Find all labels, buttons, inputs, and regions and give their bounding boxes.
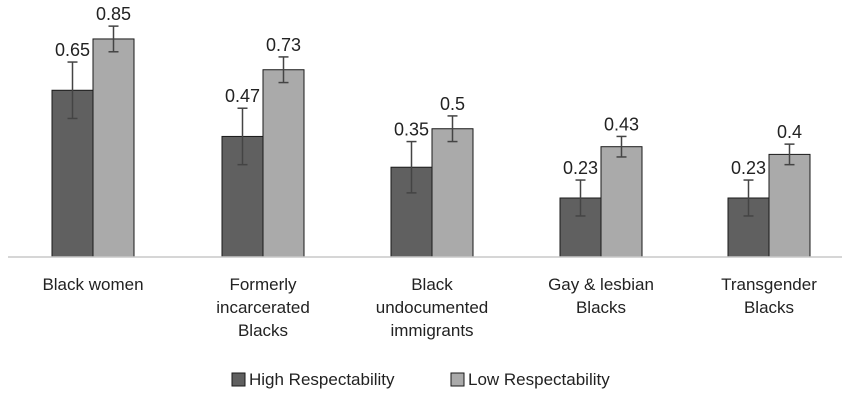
category-label-0: Black women: [42, 275, 143, 294]
error-bar-low-3: [616, 135, 627, 158]
bar-low-1: [262, 69, 305, 258]
category-labels-layer: Black women Formerly incarcerated Blacks Bla…: [42, 275, 817, 340]
legend-label-low: Low Respectability: [468, 370, 610, 389]
error-bar-high-2: [406, 140, 417, 194]
bar-low-3: [600, 146, 643, 258]
legend-item-low: Low Respectability: [450, 370, 610, 389]
legend-label-high: High Respectability: [249, 370, 395, 389]
legend-swatch-low: [450, 372, 465, 387]
bar-low-2: [431, 128, 474, 258]
value-label-high-2: 0.35: [394, 120, 429, 140]
category-label-4: Transgender Blacks: [721, 275, 817, 317]
error-bar-low-0: [108, 25, 119, 53]
category-label-3: Gay & lesbian Blacks: [548, 275, 654, 317]
bar-low-4: [768, 153, 811, 258]
error-bar-low-1: [278, 56, 289, 84]
error-bar-high-1: [237, 107, 248, 166]
error-bar-high-3: [575, 179, 586, 217]
value-label-low-2: 0.5: [440, 94, 465, 114]
error-bar-high-4: [743, 179, 754, 217]
error-bar-high-0: [67, 61, 78, 120]
value-label-low-3: 0.43: [604, 114, 639, 134]
value-label-low-4: 0.4: [777, 122, 802, 142]
value-labels-layer: 0.65 0.85 0.47 0.73 0.35 0.5 0.23 0.43 0.23 0.4: [55, 4, 802, 178]
bar-low-0: [92, 38, 135, 258]
value-label-high-1: 0.47: [225, 86, 260, 106]
value-label-high-3: 0.23: [563, 158, 598, 178]
category-label-1: Formerly incarcerated Blacks: [216, 275, 310, 340]
error-bar-low-2: [447, 115, 458, 143]
legend: High Respectability Low Respectability: [231, 370, 610, 389]
error-bar-low-4: [784, 143, 795, 166]
value-label-low-0: 0.85: [96, 4, 131, 24]
category-label-2: Black undocumented immigrants: [376, 275, 488, 340]
legend-item-high: High Respectability: [231, 370, 395, 389]
value-label-high-4: 0.23: [731, 158, 766, 178]
value-label-low-1: 0.73: [266, 35, 301, 55]
value-label-high-0: 0.65: [55, 40, 90, 60]
legend-swatch-high: [231, 372, 246, 387]
bars-layer: [51, 38, 811, 258]
error-bars-layer: [67, 25, 795, 217]
